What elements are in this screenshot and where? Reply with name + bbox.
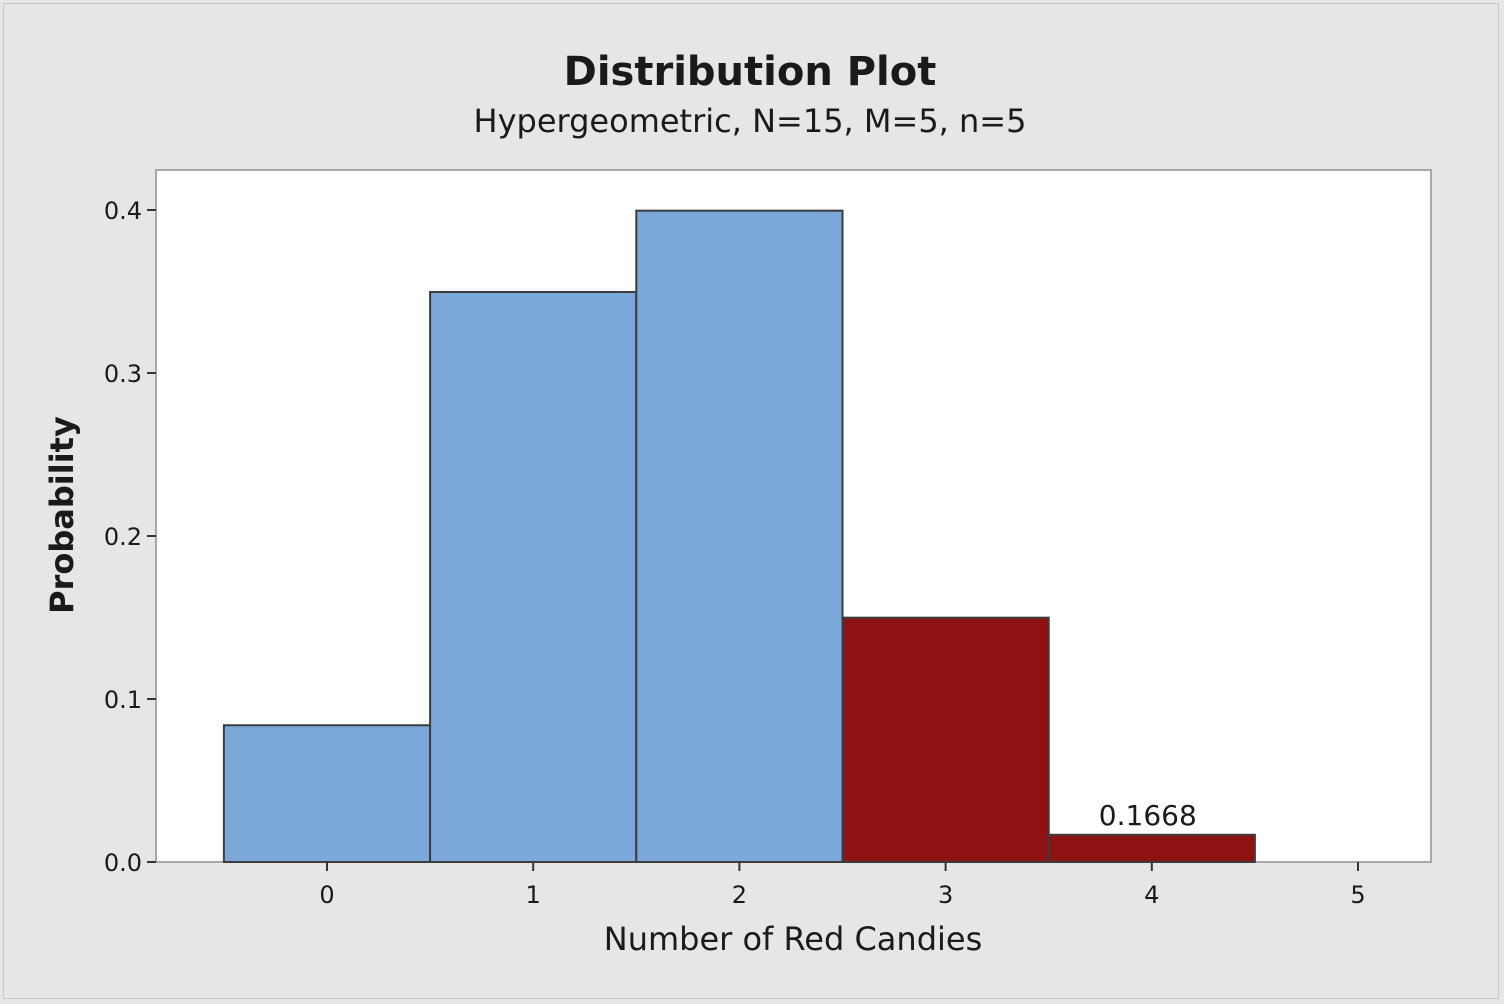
x-tick-label: 4 xyxy=(1144,881,1159,909)
bar-2 xyxy=(635,209,844,864)
shaded-area-label: 0.1668 xyxy=(1099,799,1197,832)
bar-3 xyxy=(841,616,1050,864)
y-tick-label: 0.0 xyxy=(104,849,142,877)
x-tick-label: 3 xyxy=(938,881,953,909)
x-tick-label: 0 xyxy=(319,881,334,909)
x-axis-label: Number of Red Candies xyxy=(604,920,983,958)
y-axis: 0.0 0.1 0.2 0.3 0.4 xyxy=(104,197,156,877)
bar-1 xyxy=(429,290,638,863)
y-tick-label: 0.1 xyxy=(104,686,142,714)
y-tick-label: 0.4 xyxy=(104,197,142,225)
bar-4 xyxy=(1047,833,1256,863)
chart-title: Distribution Plot xyxy=(564,49,937,95)
bar-0 xyxy=(222,724,432,863)
chart-subtitle: Hypergeometric, N=15, M=5, n=5 xyxy=(474,102,1027,140)
x-axis: 0 1 2 3 4 5 xyxy=(319,862,1366,909)
y-tick-label: 0.2 xyxy=(104,523,142,551)
y-tick-label: 0.3 xyxy=(104,360,142,388)
x-tick-label: 1 xyxy=(526,881,541,909)
x-tick-label: 2 xyxy=(732,881,747,909)
bars-group xyxy=(222,209,1256,864)
y-axis-label: Probability xyxy=(43,416,81,614)
x-tick-label: 5 xyxy=(1350,881,1365,909)
